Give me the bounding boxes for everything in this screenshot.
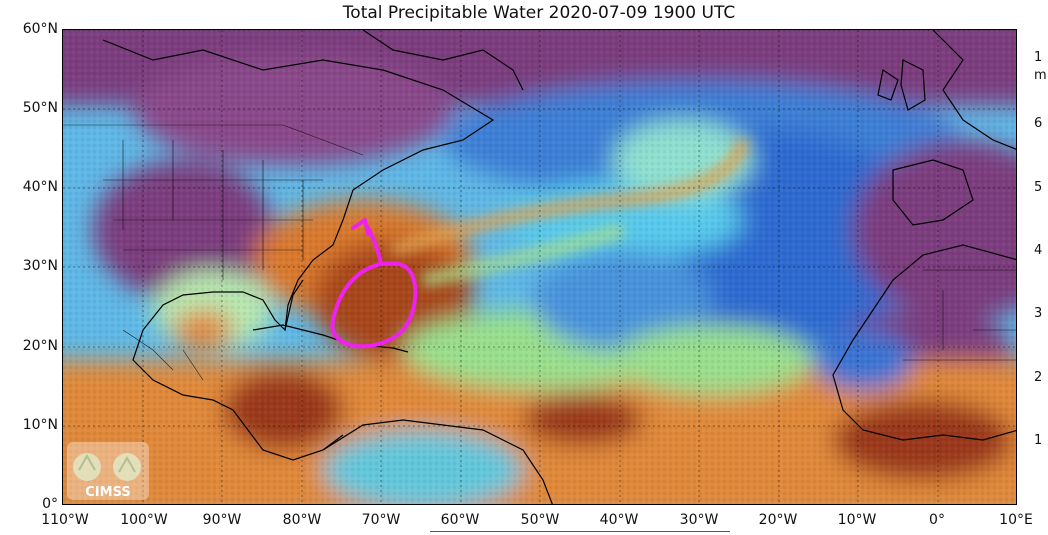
cimss-logo: CIMSS [67, 442, 149, 500]
lon-label-10w: 10°W [837, 512, 877, 528]
colorbar-fragment-1: 1 [1034, 50, 1043, 65]
tpw-map: CIMSS [62, 29, 1017, 505]
lon-label-10e: 10°E [999, 512, 1033, 528]
lon-label-80w: 80°W [282, 512, 322, 528]
lat-label-60n: 60°N [22, 21, 58, 37]
lat-label-0: 0° [42, 496, 58, 512]
annotation-arrow-head [351, 218, 370, 236]
lat-label-30n: 30°N [22, 258, 58, 274]
lon-label-70w: 70°W [361, 512, 401, 528]
lon-label-20w: 20°W [758, 512, 798, 528]
lon-label-50w: 50°W [520, 512, 560, 528]
colorbar-fragment-3: 6 [1034, 116, 1043, 131]
map-canvas: CIMSS [63, 30, 1016, 504]
lat-label-10n: 10°N [22, 417, 58, 433]
colorbar-fragment-4: 5 [1034, 180, 1043, 195]
map-title: Total Precipitable Water 2020-07-09 1900… [342, 3, 736, 23]
lat-label-40n: 40°N [22, 179, 58, 195]
colorbar-fragment-7: 2 [1034, 370, 1043, 385]
borders [63, 124, 1016, 381]
lat-label-20n: 20°N [22, 338, 58, 354]
graticule [63, 30, 1016, 504]
lon-label-30w: 30°W [679, 512, 719, 528]
lat-label-50n: 50°N [22, 100, 58, 116]
lon-label-90w: 90°W [202, 512, 242, 528]
lon-label-40w: 40°W [599, 512, 639, 528]
colorbar-fragment-5: 4 [1034, 243, 1043, 258]
colorbar-fragment-2: m [1034, 68, 1047, 83]
lon-label-0: 0° [929, 512, 945, 528]
colorbar-fragment-8: 1 [1034, 433, 1043, 448]
annotation-circle [330, 218, 418, 349]
colorbar-fragment-6: 3 [1034, 306, 1043, 321]
lon-label-110w: 110°W [41, 512, 89, 528]
lon-label-100w: 100°W [120, 512, 168, 528]
logo-text: CIMSS [85, 485, 130, 500]
axis-underline [430, 531, 730, 532]
lon-label-60w: 60°W [440, 512, 480, 528]
